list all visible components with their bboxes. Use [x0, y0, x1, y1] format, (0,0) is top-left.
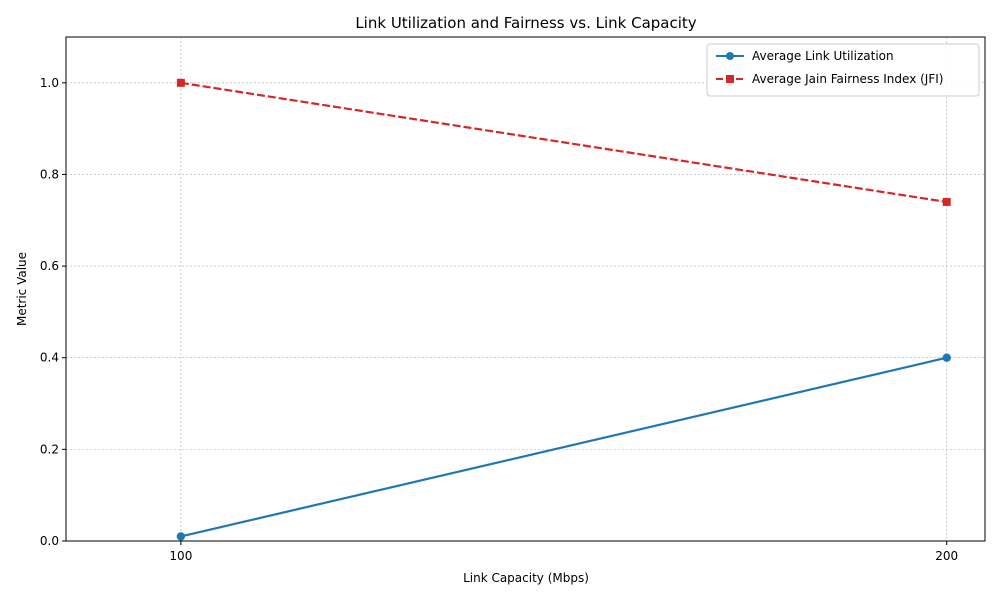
data-point [942, 353, 951, 362]
axis-ticks: 0.0 0.2 0.4 0.6 0.8 1.0 100 200 [40, 76, 958, 563]
x-axis-title: Link Capacity (Mbps) [463, 571, 589, 585]
legend-label-utilization: Average Link Utilization [752, 49, 894, 63]
series-line-fairness [180, 81, 947, 204]
data-point [176, 532, 186, 541]
data-point [942, 197, 951, 206]
y-tick-label: 0.4 [40, 351, 59, 365]
y-tick-label: 0.2 [40, 442, 59, 456]
legend-marker-utilization [726, 52, 734, 60]
y-axis-title: Metric Value [15, 252, 29, 326]
legend-marker-fairness [726, 75, 734, 83]
y-tick-label: 1.0 [40, 76, 59, 90]
x-tick-label: 200 [935, 549, 958, 563]
chart-title: Link Utilization and Fairness vs. Link C… [355, 14, 696, 32]
y-tick-label: 0.6 [40, 259, 59, 273]
x-tick-label: 100 [169, 549, 192, 563]
legend: Average Link Utilization Average Jain Fa… [706, 43, 980, 97]
data-point [176, 78, 185, 87]
y-tick-label: 0.8 [40, 167, 59, 181]
plot-frame [65, 36, 986, 542]
series-layer [176, 78, 951, 541]
legend-label-fairness: Average Jain Fairness Index (JFI) [752, 72, 943, 86]
series-line-utilization [180, 356, 947, 538]
y-tick-label: 0.0 [40, 534, 59, 548]
legend-box [706, 43, 980, 97]
